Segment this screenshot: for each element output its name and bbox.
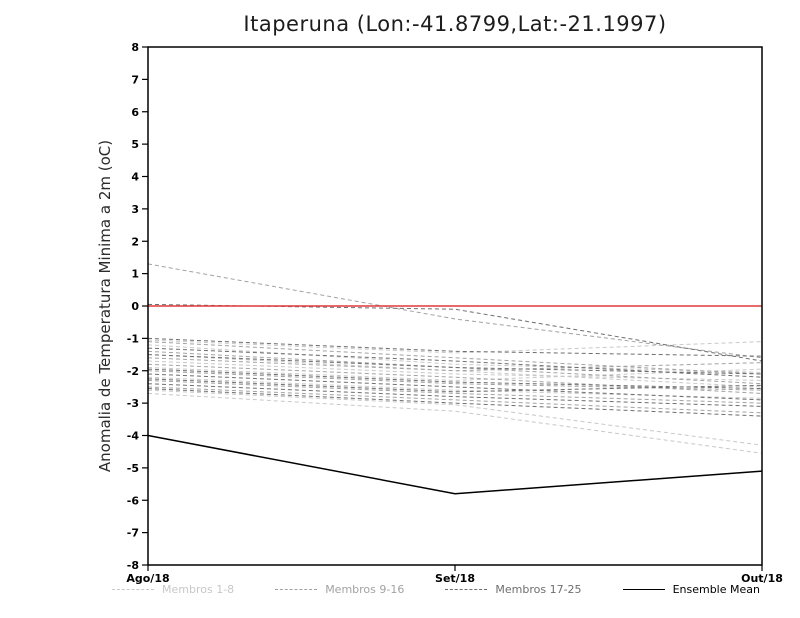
svg-text:7: 7 [131,73,139,86]
svg-text:-6: -6 [127,494,140,507]
svg-text:1: 1 [131,268,139,281]
legend-swatch-membros-9-16 [275,589,318,590]
legend-swatch-membros-17-25 [445,589,488,590]
legend-item-membros-1-8: Membros 1-8 [112,583,234,596]
legend-swatch-ensemble-mean [622,589,665,590]
svg-text:0: 0 [131,300,139,313]
svg-text:Set/18: Set/18 [435,572,475,585]
svg-text:6: 6 [131,106,139,119]
svg-text:-5: -5 [127,462,139,475]
svg-text:8: 8 [131,41,139,54]
svg-text:-3: -3 [127,397,139,410]
legend-label-ensemble-mean: Ensemble Mean [672,583,760,596]
legend-label-membros-9-16: Membros 9-16 [325,583,405,596]
legend-label-membros-1-8: Membros 1-8 [162,583,235,596]
legend-item-membros-9-16: Membros 9-16 [275,583,404,596]
legend-item-membros-17-25: Membros 17-25 [445,583,582,596]
legend-label-membros-17-25: Membros 17-25 [495,583,582,596]
chart-title: Itaperuna (Lon:-41.8799,Lat:-21.1997) [243,12,667,36]
svg-text:-8: -8 [127,559,139,572]
svg-text:Out/18: Out/18 [741,572,783,585]
svg-text:3: 3 [131,203,139,216]
svg-text:-1: -1 [127,332,139,345]
legend-item-ensemble-mean: Ensemble Mean [622,583,760,596]
chart-legend: Membros 1-8 Membros 9-16 Membros 17-25 E… [112,583,760,596]
svg-text:2: 2 [131,235,139,248]
svg-text:-2: -2 [127,365,139,378]
svg-text:Ago/18: Ago/18 [126,572,169,585]
svg-text:-4: -4 [127,430,140,443]
svg-text:5: 5 [131,138,139,151]
legend-swatch-membros-1-8 [112,589,154,590]
svg-text:4: 4 [131,171,139,184]
svg-text:-7: -7 [127,527,139,540]
